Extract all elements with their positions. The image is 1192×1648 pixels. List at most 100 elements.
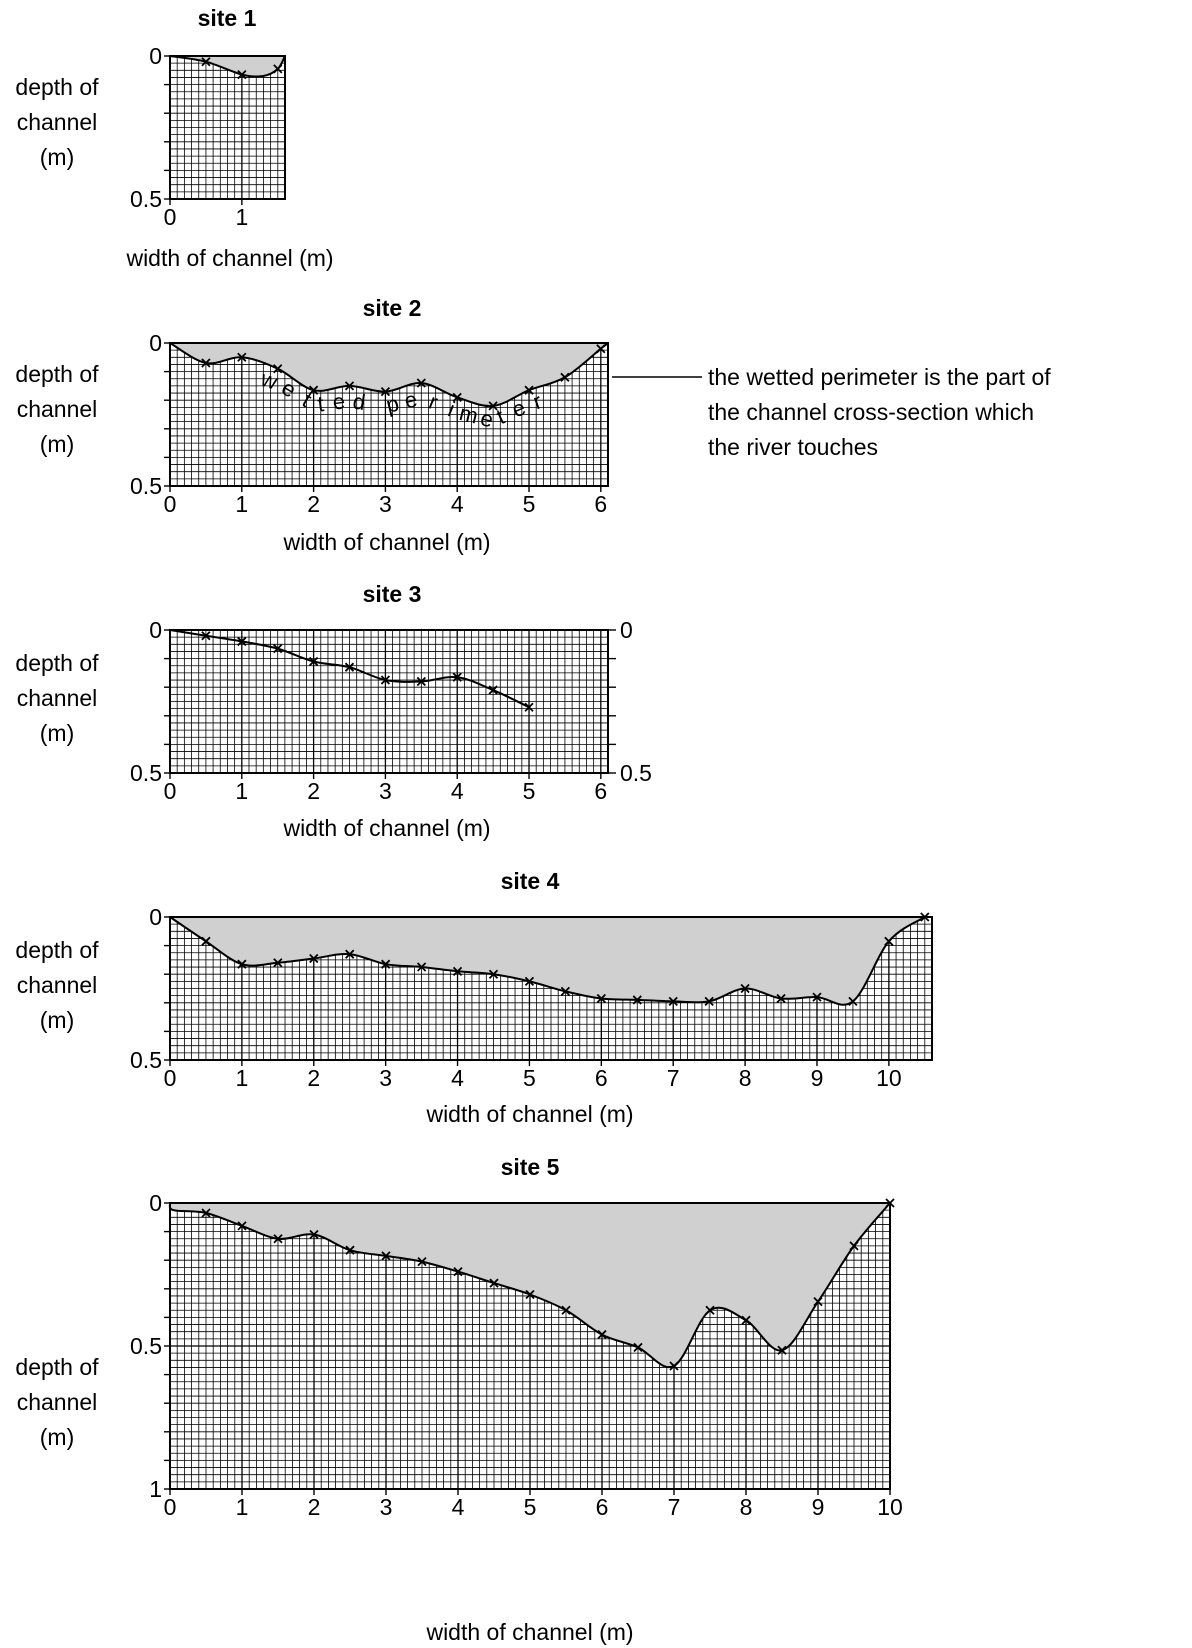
wetted-perimeter-letter: r: [530, 388, 545, 414]
data-point-marker: [452, 966, 463, 976]
site-title: site 5: [501, 1154, 560, 1180]
grid: [169, 55, 286, 200]
data-point-marker: [849, 1241, 859, 1251]
right-y-ticks: 00.5: [608, 617, 652, 786]
y-axis-label-line: (m): [40, 720, 74, 746]
y-axis-label-line: channel: [17, 109, 98, 135]
x-tick-label: 2: [308, 1494, 321, 1520]
data-point-marker: [237, 959, 247, 969]
right-y-tick-label: 0.5: [620, 760, 652, 786]
data-point-marker: [201, 57, 211, 67]
y-axis-label-line: depth of: [15, 650, 99, 676]
callout-text-line: the wetted perimeter is the part of: [708, 364, 1051, 390]
y-tick-label: 0: [149, 43, 162, 69]
grid: [169, 629, 609, 774]
x-tick-label: 6: [596, 1494, 609, 1520]
x-tick-label: 2: [307, 491, 320, 517]
wetted-perimeter-letter: e: [331, 388, 346, 414]
x-tick-label: 1: [235, 1065, 248, 1091]
data-point-marker: [488, 685, 498, 695]
x-tick-label: 4: [452, 1494, 465, 1520]
y-ticks: 00.5: [130, 617, 170, 786]
wetted-perimeter-letter: d: [351, 389, 367, 416]
x-tick-label: 10: [876, 1065, 902, 1091]
y-tick-label: 0.5: [130, 186, 162, 212]
plot-frame: [169, 342, 609, 487]
x-tick-label: 6: [594, 778, 607, 804]
data-point-marker: [704, 996, 714, 1007]
site-title: site 2: [363, 295, 422, 321]
y-ticks: 00.51: [130, 1190, 170, 1502]
x-tick-label: 1: [235, 778, 248, 804]
data-point-marker: [237, 352, 247, 362]
site-title: site 4: [501, 868, 560, 894]
y-axis-label-line: depth of: [15, 937, 99, 963]
data-point-marker: [812, 992, 822, 1002]
data-point-marker: [381, 959, 391, 969]
x-ticks: 0 1 2 3 4 5 6 7 8 9 10: [164, 1060, 902, 1091]
measurement-points: [201, 344, 606, 411]
y-axis-label-line: (m): [40, 1007, 74, 1033]
wetted-perimeter-callout: the wetted perimeter is the part of the c…: [612, 364, 1051, 460]
data-point-marker: [633, 1342, 643, 1353]
data-point-marker: [417, 1256, 427, 1267]
data-point-marker: [237, 69, 247, 80]
right-y-tick-label: 0: [620, 617, 633, 643]
data-point-marker: [237, 1221, 247, 1231]
data-point-marker: [741, 1315, 751, 1325]
profile-line: [168, 1202, 891, 1369]
data-point-marker: [776, 993, 786, 1004]
x-tick-label: 0: [164, 204, 177, 230]
y-axis-label-line: depth of: [15, 361, 99, 387]
data-point-marker: [344, 381, 355, 391]
data-point-marker: [201, 631, 211, 641]
data-point-marker: [345, 1245, 355, 1255]
data-point-marker: [309, 1229, 319, 1240]
y-axis-label-line: channel: [17, 396, 98, 422]
data-point-marker: [416, 962, 427, 972]
x-tick-label: 0: [164, 1494, 177, 1520]
data-point-marker: [884, 936, 894, 946]
data-point-marker: [380, 675, 391, 685]
data-point-marker: [524, 702, 534, 712]
y-axis-label-line: (m): [40, 431, 74, 457]
water-area-cover: [169, 1203, 891, 1368]
data-point-marker: [813, 1297, 823, 1307]
x-tick-label: 6: [595, 1065, 608, 1091]
data-point-marker: [525, 1289, 535, 1300]
x-tick-label: 4: [451, 1065, 464, 1091]
data-point-marker: [201, 936, 211, 946]
measurement-points: [201, 631, 534, 712]
x-tick-label: 4: [451, 491, 464, 517]
data-point-marker: [848, 996, 858, 1007]
y-axis-label-line: depth of: [15, 1354, 99, 1380]
plot-frame: [169, 916, 933, 1061]
x-tick-label: 3: [379, 491, 392, 517]
wetted-perimeter-letter: e: [508, 395, 529, 423]
y-tick-label: 0: [149, 904, 162, 930]
data-point-marker: [345, 949, 355, 959]
x-tick-label: 4: [451, 778, 464, 804]
x-ticks: 0 1 2 3 4 5 6: [164, 773, 607, 804]
x-tick-label: 6: [594, 491, 607, 517]
x-tick-label: 3: [379, 1065, 392, 1091]
x-tick-label: 3: [379, 778, 392, 804]
data-point-marker: [453, 1267, 463, 1277]
data-point-marker: [596, 344, 606, 354]
x-tick-label: 1: [235, 204, 248, 230]
y-tick-label: 1: [149, 1476, 162, 1502]
wetted-perimeter-letter: e: [478, 405, 496, 432]
callout-text-line: the channel cross-section which: [708, 399, 1034, 425]
profile-line: [169, 342, 609, 408]
data-point-marker: [777, 1345, 787, 1355]
site-title: site 3: [363, 581, 422, 607]
y-axis-label-line: (m): [40, 144, 74, 170]
y-axis-label-line: channel: [17, 972, 98, 998]
data-point-marker: [273, 643, 283, 654]
x-axis-label: width of channel (m): [125, 245, 333, 271]
